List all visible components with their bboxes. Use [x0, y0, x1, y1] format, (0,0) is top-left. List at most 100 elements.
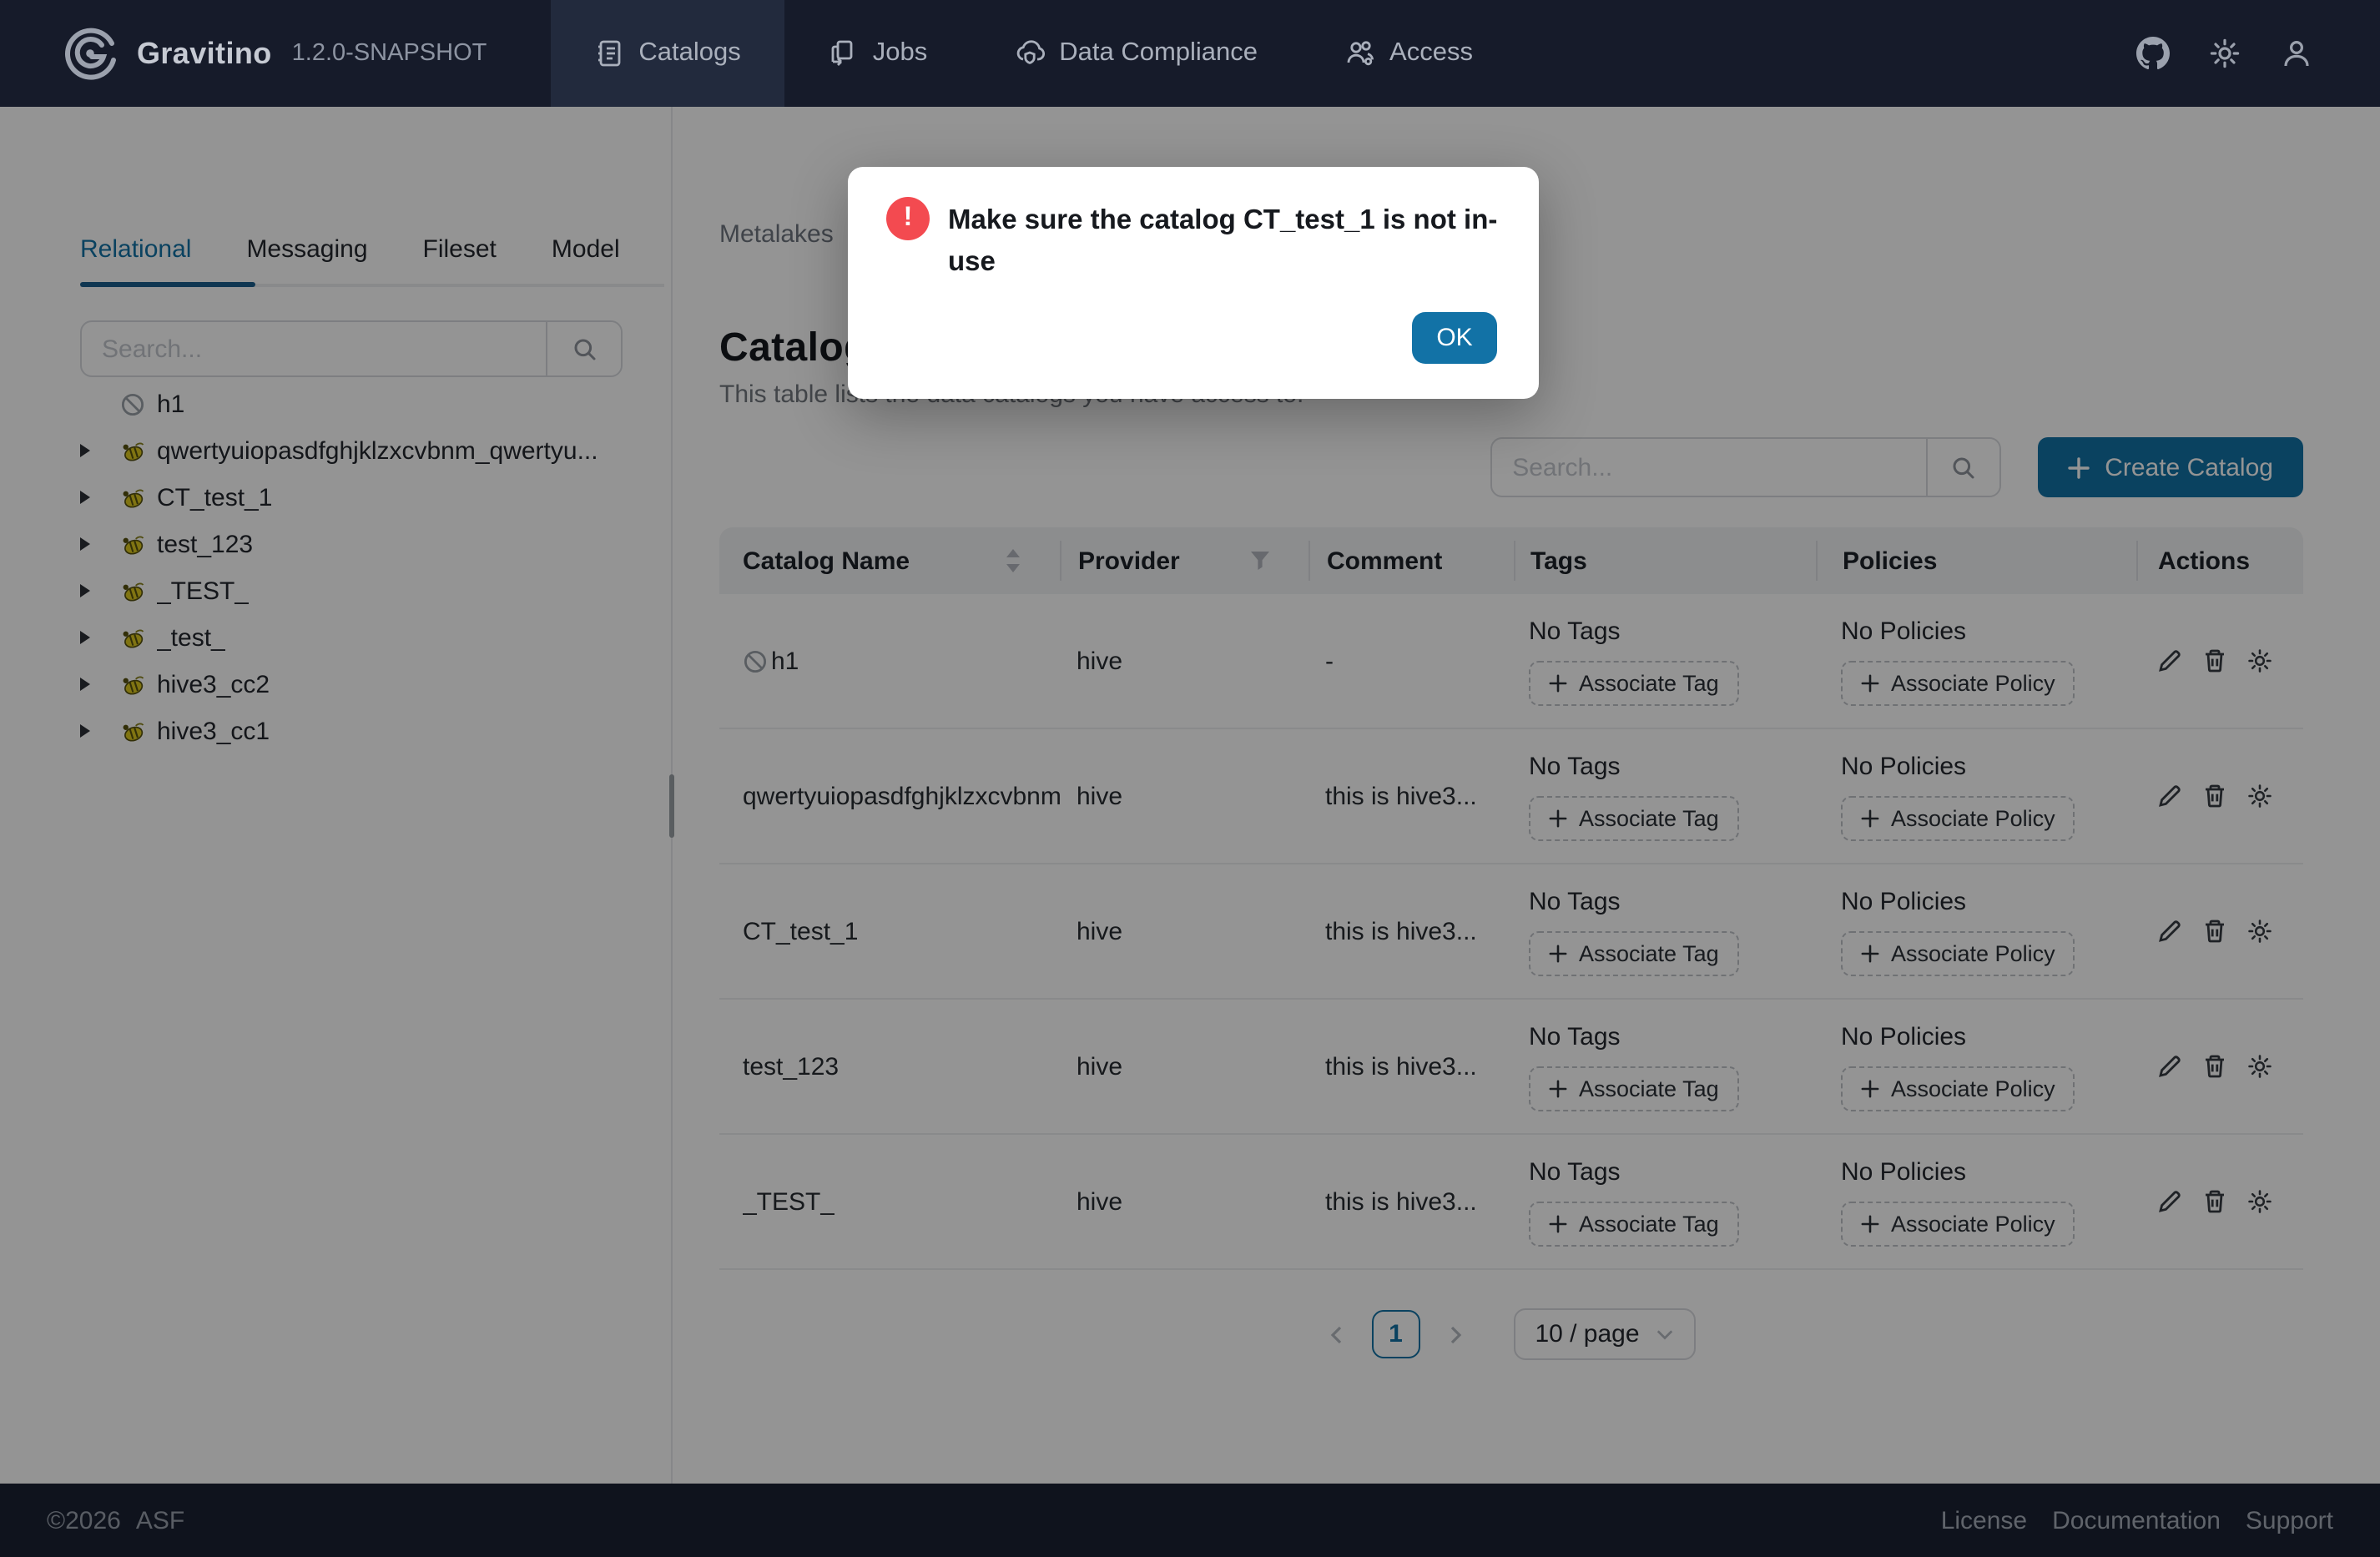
user-icon[interactable]: [2280, 37, 2313, 70]
filter-icon[interactable]: [1250, 551, 1270, 571]
search-icon: [1953, 456, 1974, 478]
delete-button[interactable]: [2201, 647, 2228, 674]
associate-policy-button[interactable]: Associate Policy: [1841, 795, 2075, 840]
edit-button[interactable]: [2156, 1188, 2183, 1215]
tab-fileset[interactable]: Fileset: [422, 235, 497, 264]
trash-icon: [2206, 1190, 2224, 1213]
col-policies: Policies: [1816, 541, 2136, 581]
provider-cell: hive: [1077, 647, 1123, 675]
sort-icon[interactable]: [1005, 549, 1021, 572]
plus-icon: [1861, 944, 1879, 962]
expand-caret-icon[interactable]: [80, 444, 120, 457]
policies-cell: No Policies Associate Policy: [1816, 752, 2136, 840]
plus-icon: [1549, 1214, 1567, 1232]
row-settings-button[interactable]: [2246, 647, 2273, 674]
expand-caret-icon[interactable]: [80, 491, 120, 504]
sidebar-resize-handle[interactable]: [669, 774, 674, 838]
main-content: Metalakes Catalogs This table lists the …: [719, 107, 2303, 1484]
tab-relational[interactable]: Relational: [80, 235, 192, 264]
org-name[interactable]: ASF: [135, 1506, 185, 1534]
nav-item-jobs[interactable]: Jobs: [784, 0, 971, 107]
tree-item[interactable]: CT_test_1: [0, 474, 654, 521]
footer-link-license[interactable]: License: [1940, 1506, 2028, 1534]
delete-button[interactable]: [2201, 783, 2228, 809]
associate-policy-button[interactable]: Associate Policy: [1841, 660, 2075, 705]
app-title: Gravitino: [137, 36, 272, 69]
expand-caret-icon[interactable]: [80, 678, 120, 691]
hive-icon: [123, 488, 144, 507]
tree-item[interactable]: _TEST_: [0, 567, 654, 614]
delete-button[interactable]: [2201, 918, 2228, 945]
associate-tag-button[interactable]: Associate Tag: [1529, 1201, 1739, 1246]
pagination: 1 10 / page: [719, 1308, 2303, 1360]
tree-item[interactable]: qwertyuiopasdfghjklzxcvbnm_qwertyu...: [0, 427, 654, 474]
row-settings-button[interactable]: [2246, 918, 2273, 945]
policies-cell: No Policies Associate Policy: [1816, 1022, 2136, 1111]
nav-item-access[interactable]: Access: [1301, 0, 1516, 107]
ok-button[interactable]: OK: [1412, 312, 1497, 364]
associate-policy-button[interactable]: Associate Policy: [1841, 1201, 2075, 1246]
edit-button[interactable]: [2156, 783, 2183, 809]
col-tags: Tags: [1514, 541, 1816, 581]
tab-model[interactable]: Model: [551, 235, 620, 264]
gear-icon: [2248, 1190, 2272, 1213]
top-navbar: Gravitino 1.2.0-SNAPSHOT Catalogs Jobs: [0, 0, 2380, 107]
catalog-name-cell[interactable]: CT_test_1: [743, 917, 859, 945]
actions-cell: [2136, 1188, 2303, 1215]
sidebar: Relational Messaging Fileset Model: [0, 107, 673, 1484]
plus-icon: [1861, 673, 1879, 692]
associate-tag-button[interactable]: Associate Tag: [1529, 1066, 1739, 1111]
associate-tag-button[interactable]: Associate Tag: [1529, 660, 1739, 705]
settings-gear-icon[interactable]: [2208, 37, 2241, 70]
tree-item[interactable]: test_123: [0, 521, 654, 567]
next-page-button[interactable]: [1445, 1324, 1465, 1344]
associate-tag-button[interactable]: Associate Tag: [1529, 795, 1739, 840]
edit-button[interactable]: [2156, 647, 2183, 674]
row-settings-button[interactable]: [2246, 1053, 2273, 1080]
table-search-button[interactable]: [1926, 439, 2000, 496]
gear-icon: [2248, 920, 2272, 943]
row-settings-button[interactable]: [2246, 783, 2273, 809]
hive-icon: [123, 582, 144, 601]
nav-label: Jobs: [872, 38, 928, 67]
page-size-select[interactable]: 10 / page: [1513, 1308, 1697, 1360]
github-icon[interactable]: [2136, 37, 2170, 70]
policies-cell: No Policies Associate Policy: [1816, 617, 2136, 705]
page-number[interactable]: 1: [1371, 1310, 1420, 1358]
delete-button[interactable]: [2201, 1188, 2228, 1215]
prev-page-button[interactable]: [1326, 1324, 1346, 1344]
sidebar-search-button[interactable]: [546, 322, 621, 375]
chevron-left-icon: [1330, 1325, 1341, 1343]
expand-caret-icon[interactable]: [80, 537, 120, 551]
sidebar-search-input[interactable]: [82, 322, 546, 375]
tree-item-h1[interactable]: h1: [0, 380, 654, 427]
breadcrumb-metalakes[interactable]: Metalakes: [719, 220, 834, 249]
associate-policy-button[interactable]: Associate Policy: [1841, 1066, 2075, 1111]
associate-tag-button[interactable]: Associate Tag: [1529, 930, 1739, 975]
catalogs-table: Catalog Name Provider Comment Tags Polic…: [719, 527, 2303, 1270]
tree-item[interactable]: hive3_cc2: [0, 661, 654, 708]
catalog-tree: h1 qwertyuiopasdfghjklzxcvbnm_qwertyu...: [0, 380, 654, 754]
expand-caret-icon[interactable]: [80, 631, 120, 644]
create-catalog-button[interactable]: Create Catalog: [2038, 437, 2303, 497]
delete-button[interactable]: [2201, 1053, 2228, 1080]
catalog-name-cell[interactable]: _TEST_: [743, 1187, 835, 1216]
footer-link-documentation[interactable]: Documentation: [2052, 1506, 2221, 1534]
edit-button[interactable]: [2156, 918, 2183, 945]
expand-caret-icon[interactable]: [80, 584, 120, 597]
alert-exclamation-icon: !: [886, 197, 930, 240]
catalog-name-cell[interactable]: qwertyuiopasdfghjklzxcvbnm: [743, 782, 1060, 810]
nav-item-data-compliance[interactable]: Data Compliance: [971, 0, 1301, 107]
tab-messaging[interactable]: Messaging: [246, 235, 368, 264]
expand-caret-icon[interactable]: [80, 724, 120, 738]
edit-button[interactable]: [2156, 1053, 2183, 1080]
tree-item[interactable]: hive3_cc1: [0, 708, 654, 754]
nav-item-catalogs[interactable]: Catalogs: [550, 0, 784, 107]
associate-policy-button[interactable]: Associate Policy: [1841, 930, 2075, 975]
row-settings-button[interactable]: [2246, 1188, 2273, 1215]
table-search-input[interactable]: [1492, 439, 1927, 496]
catalog-name-cell[interactable]: h1: [719, 647, 1060, 675]
tree-item[interactable]: _test_: [0, 614, 654, 661]
catalog-name-cell[interactable]: test_123: [743, 1052, 840, 1081]
footer-link-support[interactable]: Support: [2245, 1506, 2333, 1534]
